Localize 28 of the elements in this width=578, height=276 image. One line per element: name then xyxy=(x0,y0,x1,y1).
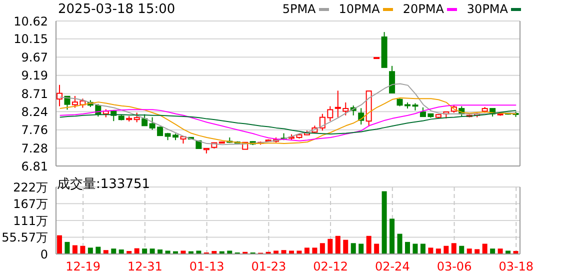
x-tick-label: 01-13 xyxy=(189,260,224,274)
y-tick-label: 9.67 xyxy=(21,50,48,64)
chart-title: 2025-03-18 15:00 xyxy=(58,2,176,17)
chart-title: 成交量:133751 xyxy=(57,176,150,193)
legend-label: 10PMA xyxy=(338,2,380,16)
y-tick-label: 111万 xyxy=(13,214,48,228)
legend-label: 30PMA xyxy=(466,2,508,16)
x-tick-label: 03-18 xyxy=(498,260,534,274)
y-tick-label: 0 xyxy=(40,247,48,262)
y-tick-label: 9.19 xyxy=(21,68,48,83)
x-tick-label: 02-24 xyxy=(374,260,410,274)
x-tick-label: 02-12 xyxy=(313,260,348,274)
x-tick-label: 01-23 xyxy=(251,260,286,274)
legend-label: 5PMA xyxy=(282,2,316,16)
y-tick-label: 7.76 xyxy=(21,123,48,138)
y-tick-label: 222万 xyxy=(13,180,48,194)
y-tick-label: 7.28 xyxy=(21,141,48,156)
x-tick-label: 12-31 xyxy=(127,260,162,274)
y-tick-label: 167万 xyxy=(13,196,48,211)
x-tick-label: 03-06 xyxy=(436,260,472,274)
y-tick-label: 8.24 xyxy=(21,104,48,119)
y-tick-label: 6.81 xyxy=(21,159,48,174)
y-tick-label: 8.71 xyxy=(21,86,48,101)
y-tick-label: 10.15 xyxy=(14,32,48,46)
legend-label: 20PMA xyxy=(402,2,444,16)
x-tick-label: 12-19 xyxy=(66,260,101,274)
y-tick-label: 10.62 xyxy=(14,14,48,28)
y-tick-label: 55.57万 xyxy=(2,230,48,244)
